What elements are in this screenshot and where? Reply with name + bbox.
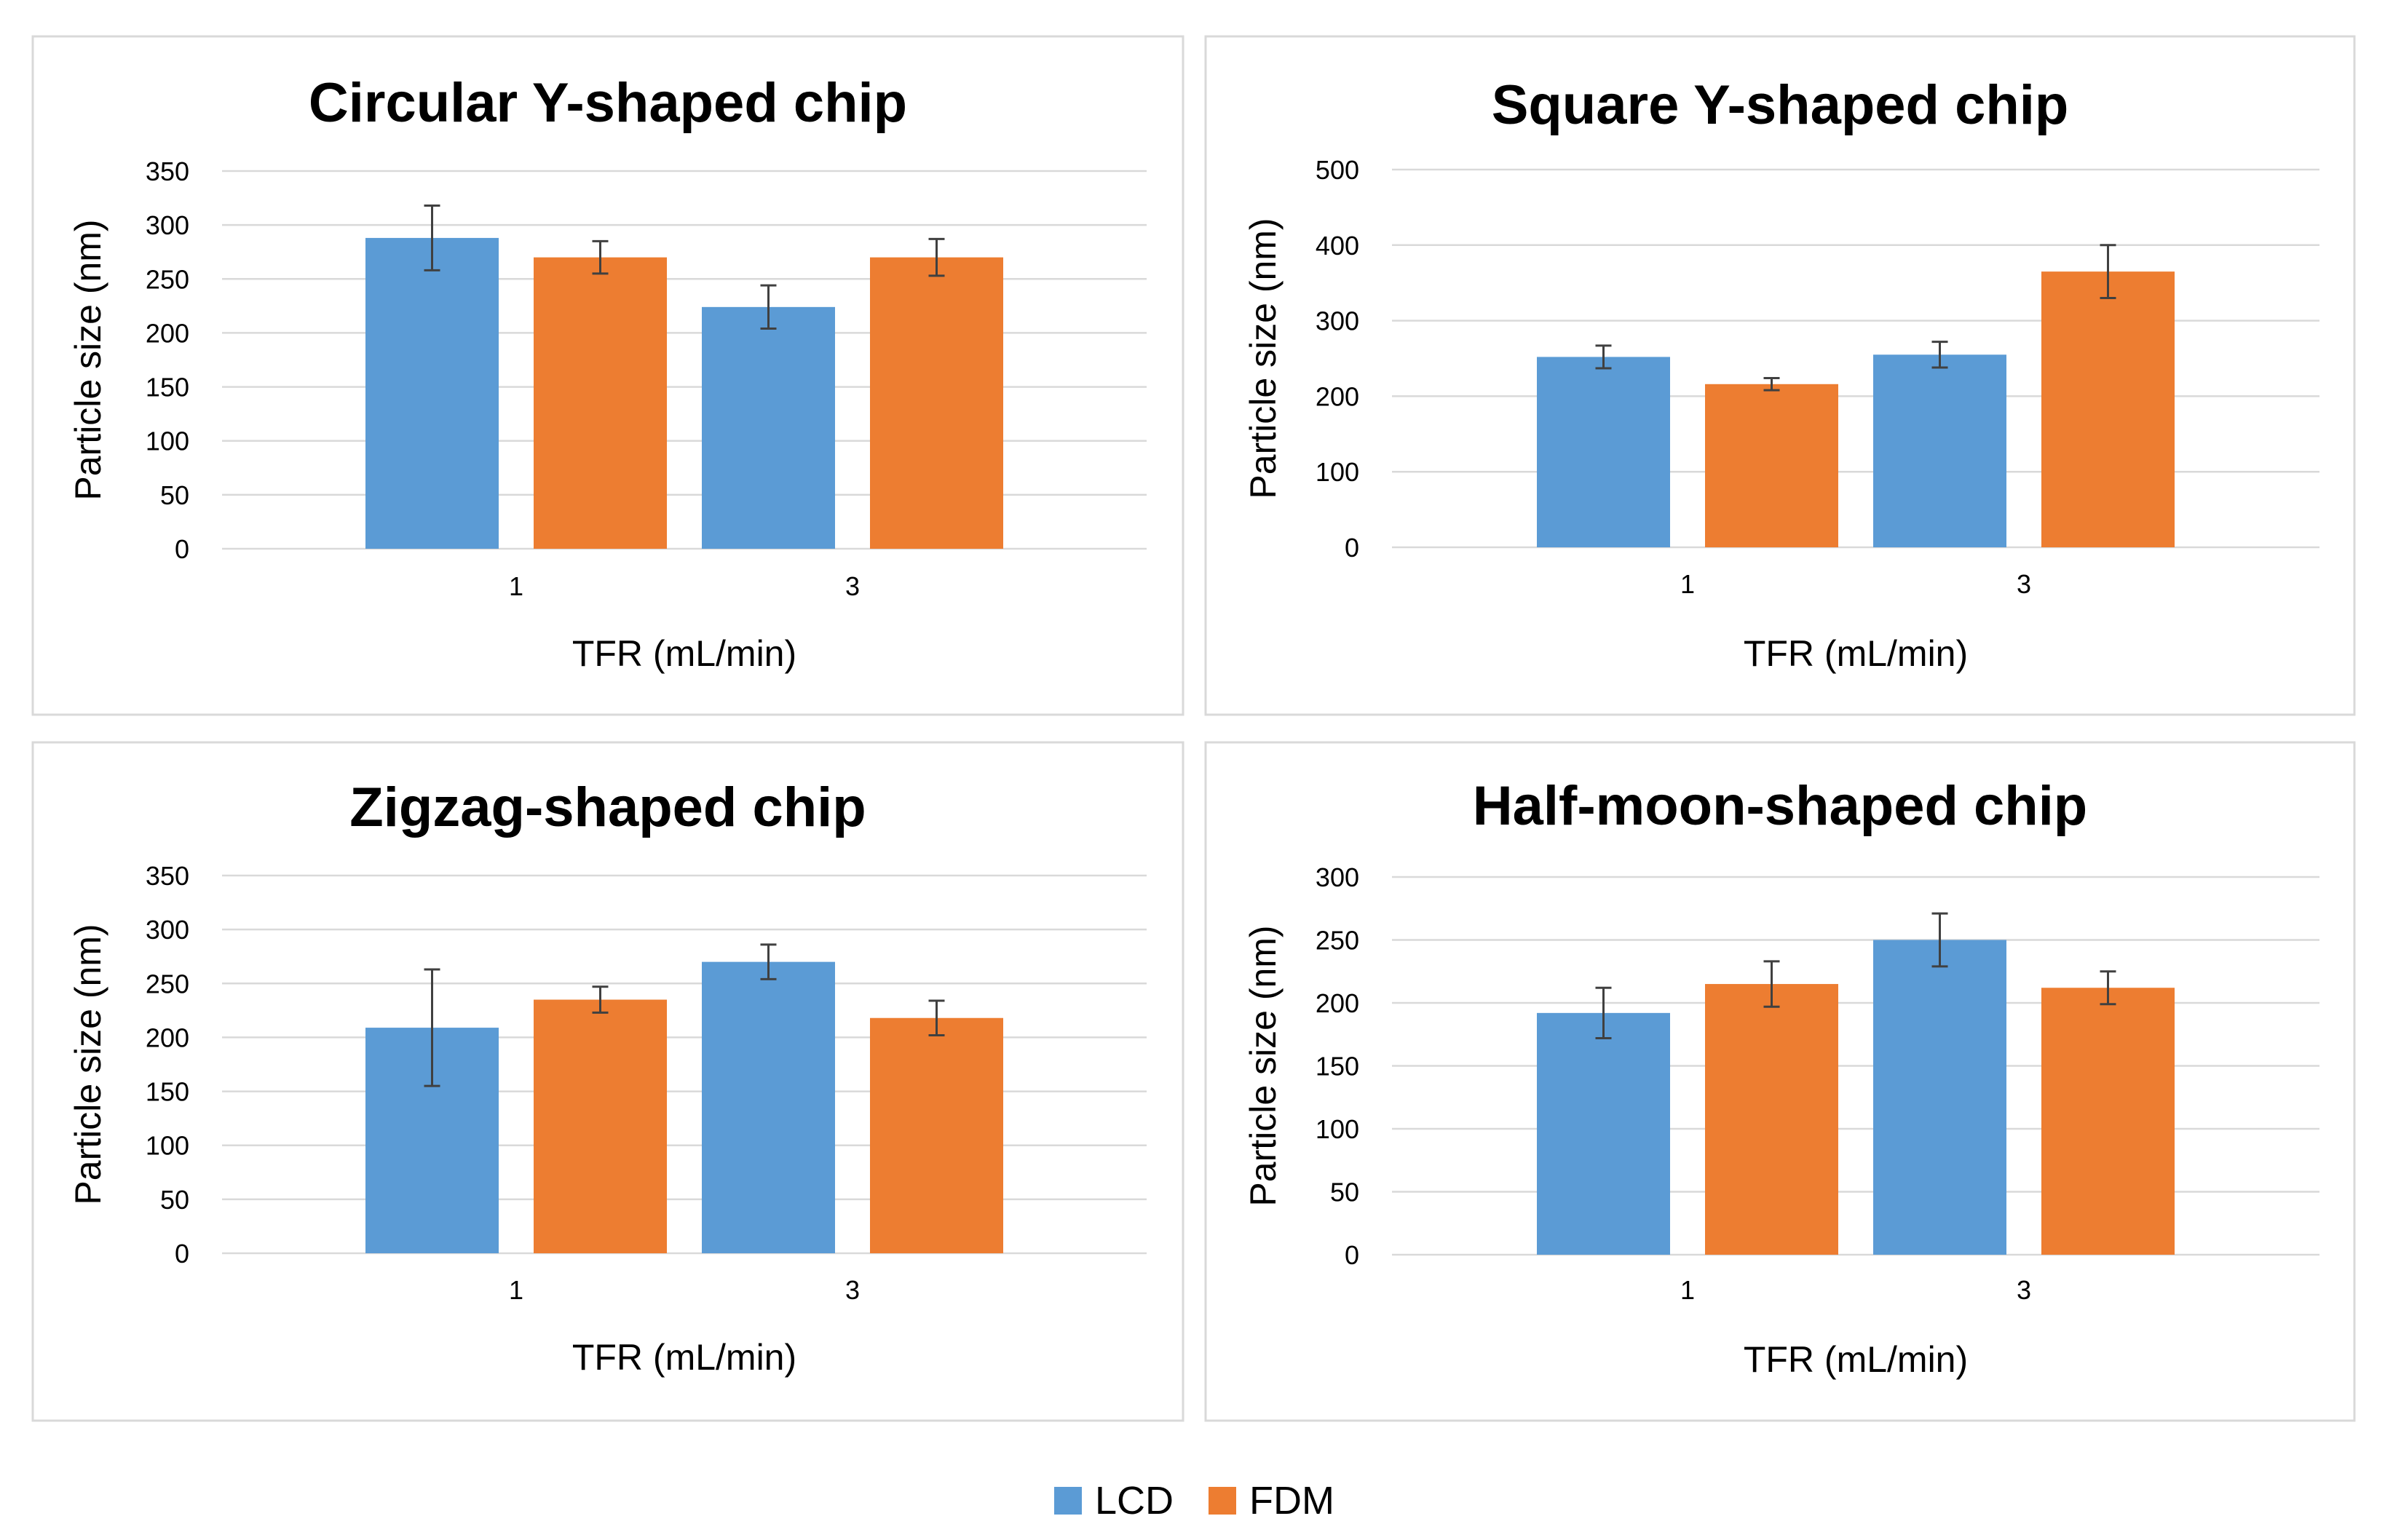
legend-swatch xyxy=(1209,1487,1236,1515)
x-axis-label: TFR (mL/min) xyxy=(572,633,796,674)
bar-lcd-3 xyxy=(702,306,835,549)
y-tick-label: 100 xyxy=(146,426,189,456)
error-bar xyxy=(2100,244,2116,299)
bar-fdm-1 xyxy=(1705,384,1838,547)
error-bar xyxy=(1931,912,1948,968)
x-axis-label: TFR (mL/min) xyxy=(1744,1339,1968,1380)
bar-fdm-1 xyxy=(1705,984,1838,1255)
error-bar xyxy=(2100,970,2116,1006)
y-tick-label: 50 xyxy=(160,1185,189,1215)
y-tick-label: 0 xyxy=(1345,1240,1359,1270)
bar-fdm-3 xyxy=(2041,988,2175,1255)
y-tick-label: 300 xyxy=(1316,306,1359,336)
y-axis-label: Particle size (nm) xyxy=(1243,925,1284,1206)
bar-lcd-1 xyxy=(1537,1012,1670,1255)
y-tick-label: 200 xyxy=(1316,381,1359,411)
y-tick-label: 200 xyxy=(1316,988,1359,1018)
y-tick-label: 300 xyxy=(1316,862,1359,892)
y-tick-label: 100 xyxy=(146,1131,189,1161)
bar-fdm-3 xyxy=(870,257,1003,549)
error-bar xyxy=(1763,960,1780,1008)
x-tick-label: 1 xyxy=(1680,1275,1695,1305)
panel-frame xyxy=(1204,35,2356,716)
x-axis-label: TFR (mL/min) xyxy=(1744,633,1968,674)
y-tick-label: 50 xyxy=(160,480,189,510)
y-tick-label: 300 xyxy=(146,915,189,945)
legend-swatch xyxy=(1054,1487,1082,1515)
x-tick-label: 3 xyxy=(845,571,860,601)
legend: LCD FDM xyxy=(1054,1479,1334,1523)
y-tick-label: 200 xyxy=(146,318,189,348)
error-bar xyxy=(592,239,609,275)
y-tick-label: 150 xyxy=(146,1077,189,1107)
chart-title: Zigzag-shaped chip xyxy=(349,777,866,838)
legend-label: LCD xyxy=(1095,1479,1174,1523)
bar-lcd-1 xyxy=(365,237,499,549)
x-tick-label: 3 xyxy=(2017,1275,2031,1305)
y-tick-label: 100 xyxy=(1316,457,1359,487)
y-tick-label: 350 xyxy=(146,861,189,891)
x-tick-label: 1 xyxy=(509,1275,523,1305)
chart-title: Half-moon-shaped chip xyxy=(1473,775,2087,837)
error-bar xyxy=(928,237,945,277)
error-bar xyxy=(760,943,777,980)
error-bar xyxy=(760,284,777,330)
x-tick-label: 1 xyxy=(509,571,523,601)
y-tick-label: 300 xyxy=(146,210,189,240)
y-tick-label: 0 xyxy=(175,534,189,564)
error-bar xyxy=(928,999,945,1036)
chart-panel-3: Zigzag-shaped chip 0 50 100 150 200 250 300 350 1… xyxy=(31,741,1184,1422)
y-tick-label: 250 xyxy=(146,264,189,294)
x-tick-label: 3 xyxy=(845,1275,860,1305)
chart-panel-2: Square Y-shaped chip 0 100 200 300 400 500 1 3 TF… xyxy=(1204,35,2356,716)
y-tick-label: 250 xyxy=(1316,926,1359,956)
y-tick-label: 350 xyxy=(146,156,189,186)
legend-label: FDM xyxy=(1249,1479,1334,1523)
y-tick-label: 250 xyxy=(146,969,189,999)
error-bar xyxy=(1595,344,1612,370)
error-bar xyxy=(592,985,609,1014)
bar-lcd-3 xyxy=(1873,940,2006,1255)
y-axis-label: Particle size (nm) xyxy=(68,219,108,500)
y-axis-label: Particle size (nm) xyxy=(68,924,108,1204)
chart-panel-1: Circular Y-shaped chip 0 50 100 150 200 250 300… xyxy=(31,35,1184,716)
error-bar xyxy=(1931,341,1948,369)
y-tick-label: 500 xyxy=(1316,155,1359,185)
chart-title: Square Y-shaped chip xyxy=(1492,74,2069,136)
chart-panels: Circular Y-shaped chip050100150200250300… xyxy=(31,35,2356,1422)
error-bar xyxy=(424,968,440,1087)
y-tick-label: 50 xyxy=(1330,1178,1359,1207)
y-tick-label: 200 xyxy=(146,1023,189,1052)
error-bar xyxy=(1595,986,1612,1039)
x-axis-label: TFR (mL/min) xyxy=(572,1337,796,1378)
y-tick-label: 150 xyxy=(1316,1052,1359,1081)
bar-fdm-3 xyxy=(2041,271,2175,547)
y-axis-label: Particle size (nm) xyxy=(1243,218,1284,499)
legend-item-fdm: FDM xyxy=(1209,1479,1334,1523)
bar-lcd-3 xyxy=(1873,354,2006,547)
legend-item-lcd: LCD xyxy=(1054,1479,1174,1523)
bar-fdm-1 xyxy=(534,257,667,549)
bar-fdm-1 xyxy=(534,999,667,1253)
error-bar xyxy=(424,204,440,271)
y-tick-label: 400 xyxy=(1316,231,1359,261)
y-tick-label: 0 xyxy=(1345,533,1359,563)
error-bar xyxy=(1763,376,1780,392)
bar-lcd-3 xyxy=(702,961,835,1253)
x-tick-label: 3 xyxy=(2017,569,2031,599)
bar-lcd-1 xyxy=(1537,357,1670,547)
chart-title: Circular Y-shaped chip xyxy=(309,72,907,134)
x-tick-label: 1 xyxy=(1680,569,1695,599)
y-tick-label: 0 xyxy=(175,1239,189,1269)
chart-panel-4: Half-moon-shaped chip 0 50 100 150 200 250 300 1… xyxy=(1204,741,2356,1422)
y-tick-label: 100 xyxy=(1316,1114,1359,1144)
bar-fdm-3 xyxy=(870,1017,1003,1253)
y-tick-label: 150 xyxy=(146,373,189,402)
